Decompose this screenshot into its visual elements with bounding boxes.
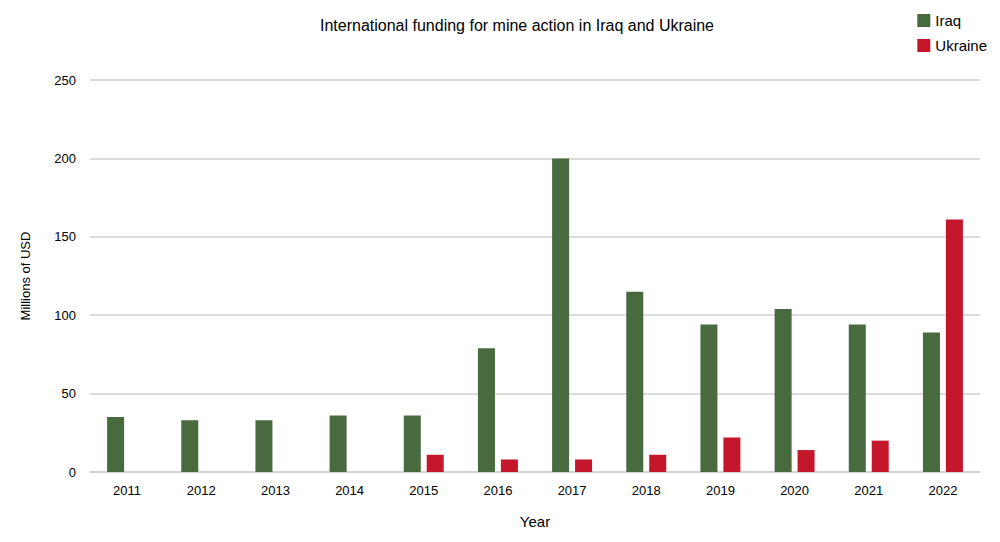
svg-text:Iraq: Iraq — [935, 12, 961, 29]
svg-text:100: 100 — [54, 308, 76, 323]
svg-text:2012: 2012 — [187, 483, 216, 498]
svg-text:2014: 2014 — [335, 483, 364, 498]
svg-text:2020: 2020 — [780, 483, 809, 498]
svg-text:2013: 2013 — [261, 483, 290, 498]
svg-text:200: 200 — [54, 151, 76, 166]
svg-text:250: 250 — [54, 73, 76, 88]
svg-text:2018: 2018 — [632, 483, 661, 498]
svg-text:150: 150 — [54, 229, 76, 244]
svg-text:50: 50 — [62, 386, 76, 401]
svg-text:2016: 2016 — [483, 483, 512, 498]
svg-text:0: 0 — [69, 465, 76, 480]
svg-text:Year: Year — [520, 513, 550, 530]
svg-text:Ukraine: Ukraine — [935, 37, 987, 54]
svg-text:Millions of USD: Millions of USD — [18, 232, 33, 321]
svg-text:2017: 2017 — [558, 483, 587, 498]
svg-text:2022: 2022 — [928, 483, 957, 498]
svg-text:2019: 2019 — [706, 483, 735, 498]
svg-text:2021: 2021 — [854, 483, 883, 498]
svg-text:International funding for mine: International funding for mine action in… — [320, 17, 714, 34]
svg-text:2015: 2015 — [409, 483, 438, 498]
svg-text:2011: 2011 — [113, 483, 141, 498]
